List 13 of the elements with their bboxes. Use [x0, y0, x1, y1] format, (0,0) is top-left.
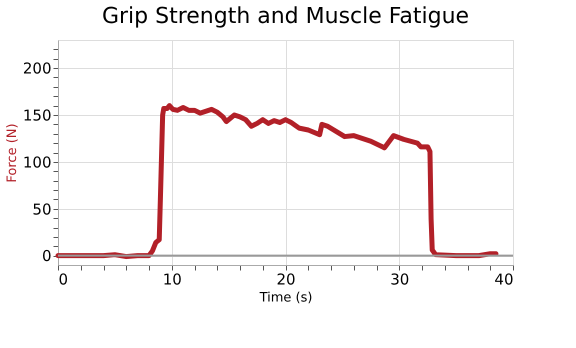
x-tick-label: 10: [162, 270, 182, 288]
chart-title: Grip Strength and Muscle Fatigue: [102, 4, 470, 29]
y-tick-label: 200: [22, 60, 52, 78]
y-tick-label: 50: [32, 200, 52, 218]
y-tick-label: 100: [22, 153, 52, 172]
x-tick-label: 0: [58, 270, 68, 288]
y-tick-label: 0: [42, 247, 52, 266]
x-tick-label: 30: [390, 270, 410, 288]
y-tick-label: 150: [22, 106, 52, 124]
x-axis-title: Time (s): [258, 290, 312, 306]
x-tick-label: 40: [494, 270, 514, 288]
x-tick-label: 20: [276, 270, 296, 288]
y-axis-title: Force (N): [4, 123, 20, 183]
